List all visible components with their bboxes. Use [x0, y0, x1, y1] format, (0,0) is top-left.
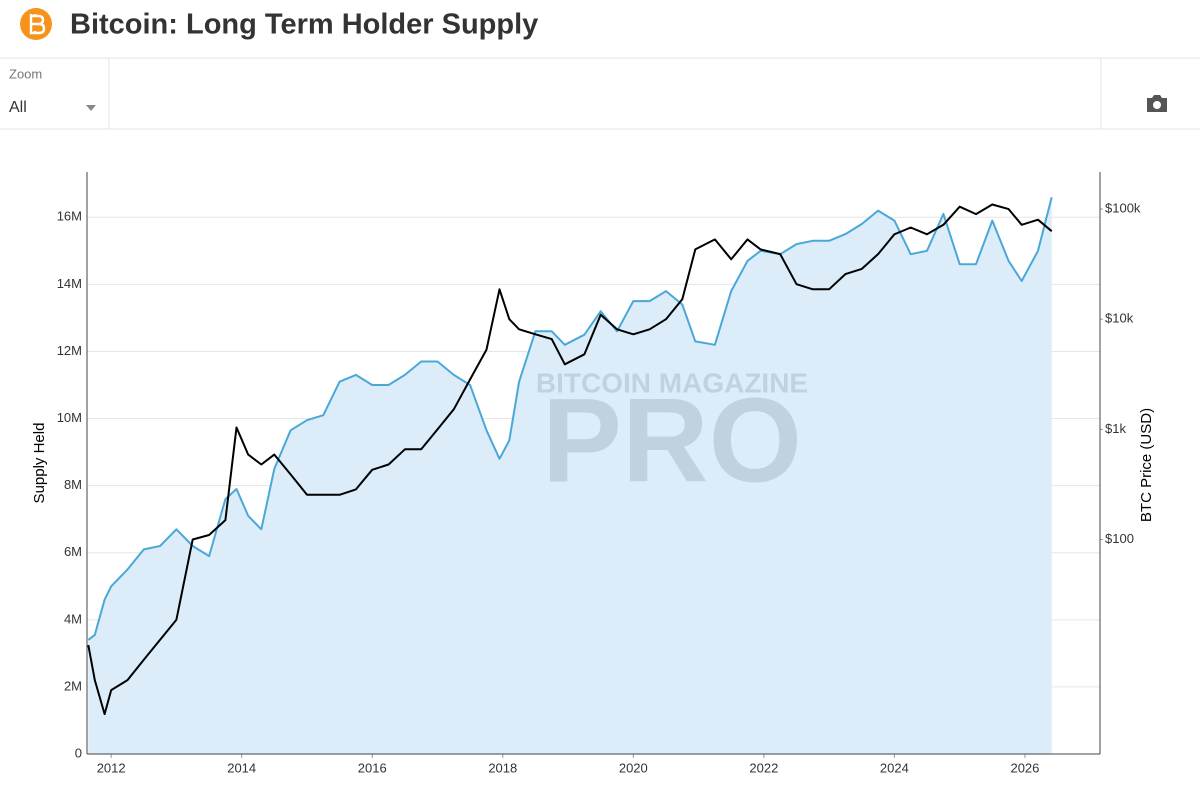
y-tick-label: 16M	[57, 209, 82, 224]
x-tick-label: 2018	[488, 760, 517, 775]
y2-tick-label: $1k	[1105, 421, 1126, 436]
x-tick-label: 2024	[880, 760, 909, 775]
zoom-select[interactable]: All	[0, 90, 108, 124]
watermark-text: PRO	[542, 374, 802, 508]
x-tick-label: 2022	[749, 760, 778, 775]
y-tick-label: 12M	[57, 343, 82, 358]
x-tick-label: 2014	[227, 760, 256, 775]
camera-lens	[1153, 101, 1161, 109]
y-tick-label: 4M	[64, 611, 82, 626]
watermark-text: BITCOIN MAGAZINE	[536, 367, 808, 398]
y-tick-label: 0	[75, 745, 82, 760]
y-tick-label: 14M	[57, 276, 82, 291]
y-axis-title: Supply Held	[31, 423, 48, 504]
area	[88, 197, 1052, 754]
bitcoin-glyph	[29, 14, 46, 35]
zoom-label: Zoom	[9, 66, 42, 81]
line	[87, 203, 1053, 716]
y2-tick-label: $100k	[1105, 201, 1141, 216]
x-tick-label: 2026	[1010, 760, 1039, 775]
y2-tick-label: $100	[1105, 531, 1134, 546]
dropdown-caret[interactable]	[86, 105, 96, 111]
x-tick-label: 2020	[619, 760, 648, 775]
camera-button[interactable]	[1147, 95, 1167, 112]
line	[87, 196, 1053, 641]
y2-axis-title: BTC Price (USD)	[1138, 408, 1155, 522]
y-tick-label: 2M	[64, 678, 82, 693]
x-tick-label: 2012	[97, 760, 126, 775]
y-tick-label: 10M	[57, 410, 82, 425]
y2-tick-label: $10k	[1105, 311, 1134, 326]
plot: 0 2M 4M 6M 8M 10M 12M 14M 16M $100 $1k $10k $100k 201…	[31, 172, 1155, 775]
y-tick-label: 8M	[64, 477, 82, 492]
zoom-value[interactable]: All	[9, 99, 27, 116]
page-title: Bitcoin: Long Term Holder Supply	[70, 9, 538, 41]
y-tick-label: 6M	[64, 544, 82, 559]
x-tick-label: 2016	[358, 760, 387, 775]
